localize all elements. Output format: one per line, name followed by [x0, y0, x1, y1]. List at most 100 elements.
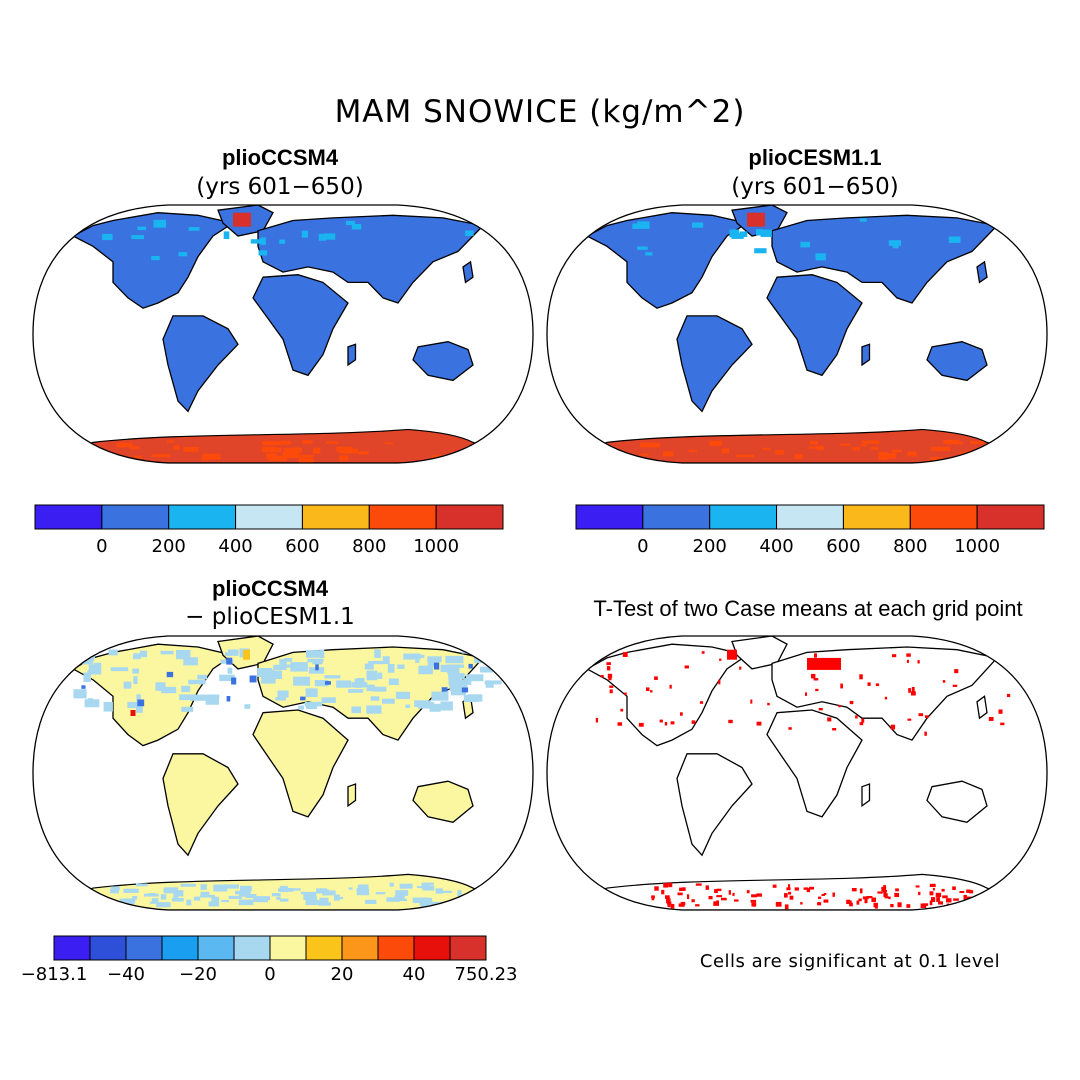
colorbar-swatch	[269, 935, 307, 961]
grid-cell	[811, 673, 816, 679]
colorbar-swatch	[235, 504, 303, 530]
grid-cell	[351, 682, 368, 688]
land-australia	[926, 341, 988, 382]
grid-cell	[388, 678, 399, 685]
grid-cell	[751, 894, 757, 898]
grid-cell	[873, 902, 878, 908]
grid-cell	[823, 899, 829, 903]
grid-cell	[326, 441, 339, 444]
grid-cell	[862, 896, 869, 900]
land-southAmerica	[162, 315, 239, 413]
grid-cell	[815, 253, 826, 261]
grid-cell	[663, 883, 669, 888]
significance-note: Cells are significant at 0.1 level	[699, 951, 1001, 972]
grid-cell	[275, 697, 286, 701]
grid-cell	[941, 888, 945, 892]
grid-cell	[189, 694, 207, 701]
grid-cell	[640, 453, 649, 456]
grid-cell	[637, 246, 648, 250]
grid-cell	[924, 731, 927, 736]
colorbar-swatch	[168, 504, 237, 530]
grid-cell	[389, 882, 394, 887]
grid-cell	[179, 694, 196, 701]
land-australia	[926, 780, 988, 824]
figure-title: MAM SNOWICE (kg/m^2)	[334, 94, 746, 130]
grid-cell	[322, 890, 336, 896]
grid-cell	[747, 212, 765, 227]
grid-cell	[879, 454, 888, 461]
panel-title-plioccsm4: plioCCSM4	[221, 145, 339, 170]
grid-cell	[935, 892, 942, 898]
grid-cell	[892, 242, 899, 249]
colorbar-swatch	[842, 504, 911, 530]
grid-cell	[139, 650, 148, 658]
land-madagascar	[861, 783, 871, 808]
grid-cell	[746, 890, 750, 894]
grid-cell	[440, 664, 456, 673]
grid-cell	[73, 689, 87, 699]
grid-cell	[387, 664, 395, 673]
grid-cell	[155, 682, 166, 691]
grid-cell	[637, 221, 650, 229]
map-plioccsm4	[32, 204, 534, 464]
colorbar-swatch	[976, 504, 1045, 530]
grid-cell	[809, 886, 815, 890]
grid-cell	[595, 717, 599, 723]
grid-cell	[324, 233, 336, 240]
colorbar-tick-label: 40	[403, 964, 426, 985]
grid-cell	[963, 894, 967, 900]
grid-cell	[130, 710, 136, 716]
grid-cell	[906, 659, 909, 663]
grid-cell	[167, 440, 175, 443]
grid-cell	[275, 447, 282, 453]
grid-cell	[201, 457, 208, 461]
grid-cell	[151, 256, 160, 261]
colorbar-tick-label: 600	[826, 536, 860, 557]
grid-cell	[339, 455, 349, 461]
grid-cell	[775, 450, 784, 455]
panel-subtitle-plioccsm4: (yrs 601−650)	[196, 174, 364, 200]
grid-cell	[931, 897, 936, 902]
grid-cell	[609, 685, 614, 688]
grid-cell	[632, 223, 639, 229]
grid-cell	[815, 688, 819, 692]
land-eurasia	[771, 646, 999, 741]
grid-cell	[667, 902, 671, 908]
colorbar-tick-label: 200	[152, 536, 186, 557]
grid-cell	[942, 680, 946, 683]
land-japan	[976, 695, 988, 720]
grid-cell	[606, 666, 611, 671]
grid-cell	[688, 449, 697, 453]
grid-cell	[423, 886, 431, 889]
map-pliocesm	[546, 204, 1048, 464]
grid-cell	[181, 706, 194, 712]
colorbar-swatch	[575, 504, 644, 530]
grid-cell	[336, 680, 352, 688]
grid-cell	[377, 672, 383, 679]
grid-cell	[441, 687, 448, 692]
grid-cell	[450, 684, 461, 691]
land-southAmerica	[676, 315, 753, 413]
grid-cell	[948, 236, 961, 243]
grid-cell	[624, 692, 627, 696]
grid-cell	[760, 229, 772, 237]
grid-cell	[911, 691, 916, 696]
grid-cell	[606, 662, 611, 666]
grid-cell	[324, 675, 341, 679]
colorbar-tick-label: 0	[264, 964, 275, 985]
grid-cell	[608, 677, 612, 681]
grid-cell	[302, 440, 313, 444]
grid-cell	[261, 446, 276, 453]
grid-cell	[727, 649, 737, 660]
colorbar-swatch	[233, 935, 271, 961]
grid-cell	[231, 677, 237, 685]
grid-cell	[282, 452, 300, 459]
colorbar-tick-label: 800	[352, 536, 386, 557]
grid-cell	[856, 900, 860, 905]
colorbar-swatch	[53, 935, 91, 961]
grid-cell	[680, 901, 686, 906]
grid-cell	[734, 899, 739, 902]
grid-cell	[372, 686, 387, 692]
grid-cell	[151, 454, 171, 458]
colorbar-pliocsm4: 0 200 400 600 800 1000	[34, 504, 504, 557]
